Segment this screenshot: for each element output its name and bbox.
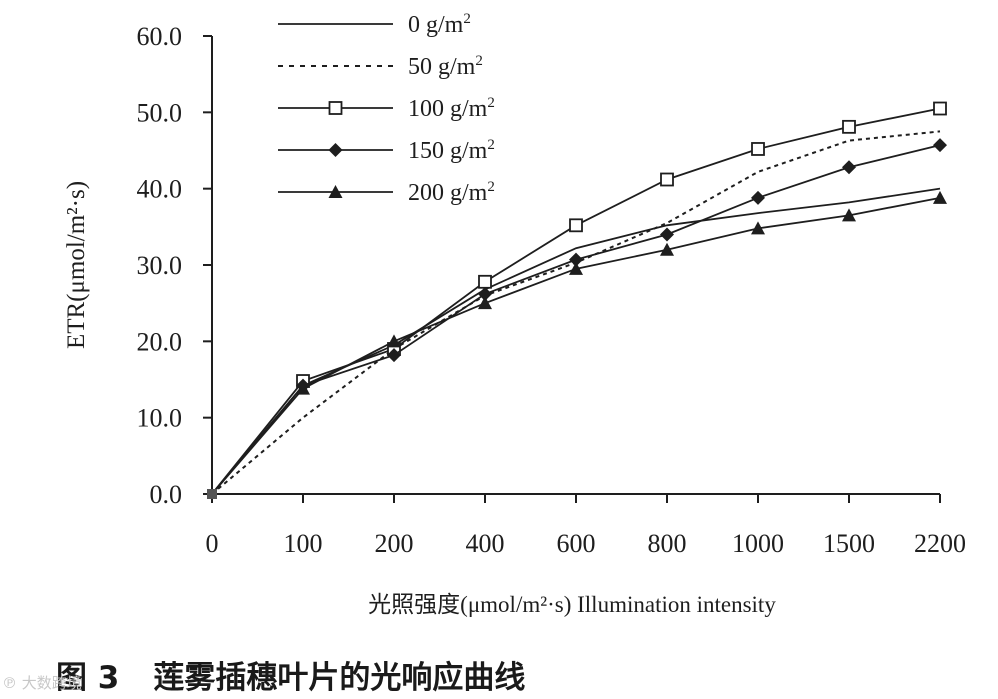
series-line bbox=[211, 144, 941, 495]
data-point bbox=[478, 287, 492, 302]
data-point bbox=[933, 190, 947, 204]
x-tick-label: 800 bbox=[648, 529, 687, 558]
legend-label-sup: 2 bbox=[475, 53, 483, 69]
data-point bbox=[660, 242, 674, 256]
legend-label-sup: 2 bbox=[487, 95, 495, 111]
legend-label-sup: 2 bbox=[463, 11, 471, 27]
data-point bbox=[933, 138, 947, 153]
legend-marker bbox=[328, 101, 343, 115]
data-point bbox=[387, 348, 401, 363]
data-point bbox=[842, 208, 856, 222]
figure-caption: 图 3 莲雾插穗叶片的光响应曲线 bbox=[56, 652, 525, 696]
legend-entry: 200 g/m2 bbox=[278, 179, 495, 206]
y-axis-ticks: 0.0 10.0 20.0 30.0 40.0 50.0 60.0 bbox=[137, 22, 212, 509]
legend-label: 50 g/m2 bbox=[408, 53, 483, 80]
data-point bbox=[478, 296, 492, 310]
data-point bbox=[660, 227, 674, 242]
legend-label-text: 100 g/m bbox=[408, 96, 488, 122]
data-point bbox=[842, 119, 856, 134]
y-tick-label: 0.0 bbox=[150, 480, 183, 509]
origin-point bbox=[207, 489, 217, 499]
legend-label-text: 50 g/m bbox=[408, 54, 476, 80]
legend-label-text: 200 g/m bbox=[408, 180, 488, 206]
legend-label-text: 0 g/m bbox=[408, 12, 464, 38]
legend-marker bbox=[328, 143, 343, 157]
x-tick-label: 400 bbox=[466, 529, 505, 558]
data-point bbox=[387, 334, 401, 348]
x-tick-label: 2200 bbox=[914, 529, 966, 558]
legend-label-sup: 2 bbox=[487, 137, 495, 153]
series-5 bbox=[211, 190, 947, 495]
y-axis-label: ETR(μmol/m²·s) bbox=[63, 181, 90, 349]
x-tick-label: 1500 bbox=[823, 529, 875, 558]
series-3 bbox=[211, 101, 947, 495]
legend-label: 0 g/m2 bbox=[408, 11, 471, 38]
data-point bbox=[296, 381, 310, 395]
y-tick-label: 40.0 bbox=[137, 175, 183, 204]
light-response-chart: 0.0 10.0 20.0 30.0 40.0 50.0 60.0 0 100 200 400 60… bbox=[63, 11, 966, 617]
data-point bbox=[751, 142, 765, 156]
data-point bbox=[933, 101, 947, 116]
legend-label-text: 150 g/m bbox=[408, 138, 488, 164]
series-1 bbox=[211, 187, 941, 495]
legend-entry: 50 g/m2 bbox=[278, 53, 483, 80]
x-tick-label: 1000 bbox=[732, 529, 784, 558]
legend-label-sup: 2 bbox=[487, 179, 495, 195]
y-tick-label: 60.0 bbox=[137, 22, 183, 51]
legend-marker bbox=[328, 185, 343, 198]
x-tick-label: 0 bbox=[206, 529, 219, 558]
series-line bbox=[211, 107, 941, 495]
y-tick-label: 50.0 bbox=[137, 98, 183, 127]
x-axis-label: 光照强度(μmol/m²·s) Illumination intensity bbox=[368, 592, 776, 617]
data-point bbox=[842, 160, 856, 175]
legend-label: 100 g/m2 bbox=[408, 95, 495, 122]
figure-label: 图 3 bbox=[56, 660, 120, 696]
watermark: ℗ 大数跨境 bbox=[2, 674, 82, 692]
data-point bbox=[569, 252, 583, 267]
data-point bbox=[478, 274, 492, 289]
figure-title: 莲雾插穗叶片的光响应曲线 bbox=[153, 660, 526, 696]
data-point bbox=[660, 172, 674, 187]
x-tick-label: 100 bbox=[284, 529, 323, 558]
legend-label: 200 g/m2 bbox=[408, 179, 495, 206]
legend-entry: 150 g/m2 bbox=[278, 137, 495, 164]
y-tick-label: 30.0 bbox=[137, 251, 183, 280]
x-tick-label: 200 bbox=[375, 529, 414, 558]
legend-entry: 100 g/m2 bbox=[278, 95, 495, 122]
data-point bbox=[751, 221, 765, 235]
legend-label: 150 g/m2 bbox=[408, 137, 495, 164]
series-line bbox=[211, 196, 941, 495]
series-line bbox=[211, 130, 941, 495]
legend-entry: 0 g/m2 bbox=[278, 11, 471, 38]
data-point bbox=[569, 261, 583, 275]
series-line bbox=[211, 187, 941, 495]
x-axis-ticks: 0 100 200 400 600 800 1000 1500 2200 bbox=[206, 494, 966, 558]
data-point bbox=[569, 218, 583, 233]
x-tick-label: 600 bbox=[557, 529, 596, 558]
data-point bbox=[751, 190, 765, 205]
y-tick-label: 20.0 bbox=[137, 327, 183, 356]
series-group bbox=[207, 101, 947, 499]
y-tick-label: 10.0 bbox=[137, 404, 183, 433]
series-2 bbox=[211, 130, 941, 495]
